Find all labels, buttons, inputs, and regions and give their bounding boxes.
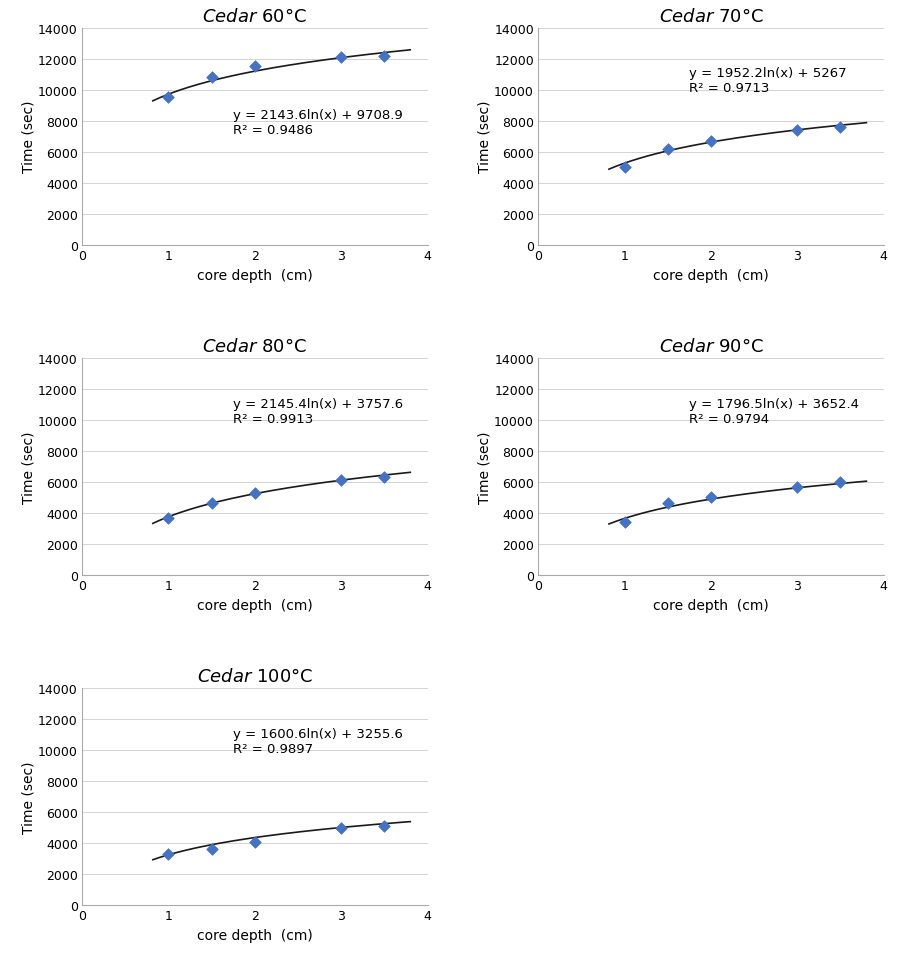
Point (377, 470, 392, 485)
Point (161, 511, 176, 526)
Y-axis label: Time (sec): Time (sec) (21, 431, 36, 503)
Text: y = 1952.2ln(x) + 5267
R² = 0.9713: y = 1952.2ln(x) + 5267 R² = 0.9713 (690, 68, 847, 95)
X-axis label: core depth  (cm): core depth (cm) (197, 269, 312, 282)
Text: y = 1600.6ln(x) + 3255.6
R² = 0.9897: y = 1600.6ln(x) + 3255.6 R² = 0.9897 (233, 727, 403, 755)
Point (204, 841, 219, 857)
Title: $\mathit{Cedar}$ 60°C: $\mathit{Cedar}$ 60°C (202, 8, 307, 26)
Point (377, 50, 392, 65)
Point (377, 819, 392, 834)
Point (333, 821, 348, 836)
Point (703, 491, 718, 506)
Point (161, 91, 176, 106)
Point (248, 834, 262, 849)
Point (703, 134, 718, 150)
Point (161, 846, 176, 862)
X-axis label: core depth  (cm): core depth (cm) (653, 269, 769, 282)
Title: $\mathit{Cedar}$ 90°C: $\mathit{Cedar}$ 90°C (659, 337, 763, 355)
Point (660, 496, 675, 511)
Point (660, 142, 675, 157)
Point (248, 486, 262, 501)
Point (204, 71, 219, 86)
X-axis label: core depth  (cm): core depth (cm) (197, 928, 312, 942)
Y-axis label: Time (sec): Time (sec) (477, 101, 491, 173)
Point (618, 160, 632, 175)
X-axis label: core depth  (cm): core depth (cm) (197, 598, 312, 612)
Point (248, 60, 262, 75)
Title: $\mathit{Cedar}$ 100°C: $\mathit{Cedar}$ 100°C (197, 667, 312, 685)
Title: $\mathit{Cedar}$ 70°C: $\mathit{Cedar}$ 70°C (659, 8, 763, 26)
Title: $\mathit{Cedar}$ 80°C: $\mathit{Cedar}$ 80°C (202, 337, 307, 355)
Point (790, 479, 804, 495)
Y-axis label: Time (sec): Time (sec) (21, 760, 36, 833)
Point (834, 475, 848, 490)
Text: y = 1796.5ln(x) + 3652.4
R² = 0.9794: y = 1796.5ln(x) + 3652.4 R² = 0.9794 (690, 397, 859, 425)
Y-axis label: Time (sec): Time (sec) (21, 101, 36, 173)
Text: y = 2145.4ln(x) + 3757.6
R² = 0.9913: y = 2145.4ln(x) + 3757.6 R² = 0.9913 (233, 397, 404, 425)
Text: y = 2143.6ln(x) + 9708.9
R² = 0.9486: y = 2143.6ln(x) + 9708.9 R² = 0.9486 (233, 110, 403, 137)
Point (618, 516, 632, 531)
Point (790, 123, 804, 138)
Point (834, 120, 848, 135)
Y-axis label: Time (sec): Time (sec) (477, 431, 491, 503)
Point (204, 496, 219, 511)
Point (333, 473, 348, 488)
Point (333, 51, 348, 66)
X-axis label: core depth  (cm): core depth (cm) (653, 598, 769, 612)
